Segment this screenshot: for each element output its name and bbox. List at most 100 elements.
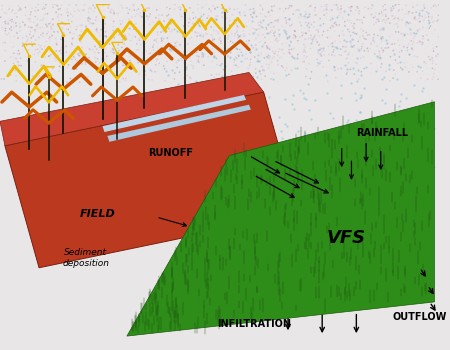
Point xyxy=(349,23,356,29)
Point xyxy=(267,29,274,35)
Point xyxy=(392,204,399,210)
Point xyxy=(108,36,116,41)
Point xyxy=(318,58,325,64)
Point xyxy=(391,26,398,31)
Point xyxy=(28,25,36,30)
Point xyxy=(388,41,396,47)
Point xyxy=(206,84,213,90)
Point xyxy=(406,52,413,58)
Point xyxy=(345,13,352,18)
Point xyxy=(214,5,221,10)
Point xyxy=(405,21,412,26)
Point xyxy=(2,48,9,54)
Point xyxy=(207,64,214,70)
Point xyxy=(391,16,398,22)
Point xyxy=(204,191,212,196)
Point xyxy=(54,14,62,20)
Point xyxy=(110,34,117,40)
Point xyxy=(147,48,154,54)
Point xyxy=(131,14,139,19)
Point xyxy=(123,36,130,42)
Point xyxy=(234,61,242,66)
Point xyxy=(400,108,408,114)
Point xyxy=(303,14,310,19)
Point xyxy=(10,41,17,46)
Point xyxy=(302,164,309,170)
Point xyxy=(290,32,297,37)
Point xyxy=(422,76,429,82)
Point xyxy=(183,57,190,63)
Point xyxy=(252,66,259,72)
Point xyxy=(312,37,319,42)
Point xyxy=(234,35,242,41)
Point xyxy=(344,64,351,70)
Point xyxy=(291,28,298,34)
Point xyxy=(315,48,322,53)
Point xyxy=(415,15,423,21)
Point xyxy=(30,39,37,45)
Point xyxy=(150,52,158,58)
Point xyxy=(176,11,184,16)
Point xyxy=(223,25,230,30)
Point xyxy=(8,4,15,9)
Point xyxy=(355,48,362,54)
Point xyxy=(96,33,104,39)
Point xyxy=(65,62,72,68)
Point xyxy=(265,65,272,71)
Point xyxy=(4,32,11,38)
Point xyxy=(58,47,65,52)
Point xyxy=(380,7,387,13)
Point xyxy=(45,7,52,13)
Point xyxy=(289,186,296,191)
Point xyxy=(242,51,249,57)
Point xyxy=(288,47,295,52)
Point xyxy=(281,154,288,160)
Point xyxy=(176,29,184,35)
Point xyxy=(171,47,179,52)
Point xyxy=(188,35,195,40)
Point xyxy=(257,71,265,77)
Point xyxy=(285,71,292,77)
Point xyxy=(281,27,288,33)
Point xyxy=(359,41,366,47)
Point xyxy=(288,3,295,9)
Point xyxy=(45,36,52,41)
Point xyxy=(70,61,77,66)
Point xyxy=(290,46,297,51)
Point xyxy=(353,78,360,84)
Point xyxy=(356,49,363,55)
Point xyxy=(376,11,383,16)
Point xyxy=(404,45,411,50)
Point xyxy=(165,12,172,18)
Point xyxy=(144,10,151,16)
Point xyxy=(240,9,248,15)
Point xyxy=(177,7,184,13)
Point xyxy=(408,62,415,68)
Point xyxy=(417,120,424,125)
Point xyxy=(256,68,264,74)
Point xyxy=(248,136,255,141)
Point xyxy=(225,33,232,39)
Point xyxy=(47,29,54,35)
Point xyxy=(404,9,411,15)
Point xyxy=(356,48,363,53)
Point xyxy=(86,79,94,85)
Point xyxy=(0,76,8,82)
Point xyxy=(65,2,72,8)
Point xyxy=(290,21,297,27)
Point xyxy=(387,54,394,60)
Point xyxy=(105,5,112,11)
Point xyxy=(286,44,293,50)
Point xyxy=(76,50,84,56)
Point xyxy=(344,138,351,144)
Point xyxy=(177,200,184,206)
Point xyxy=(208,9,215,14)
Point xyxy=(205,212,212,217)
Point xyxy=(405,167,413,172)
Point xyxy=(219,33,226,38)
Point xyxy=(23,42,30,48)
Point xyxy=(208,40,216,46)
Point xyxy=(377,181,384,187)
Point xyxy=(234,50,242,56)
Point xyxy=(274,19,281,24)
